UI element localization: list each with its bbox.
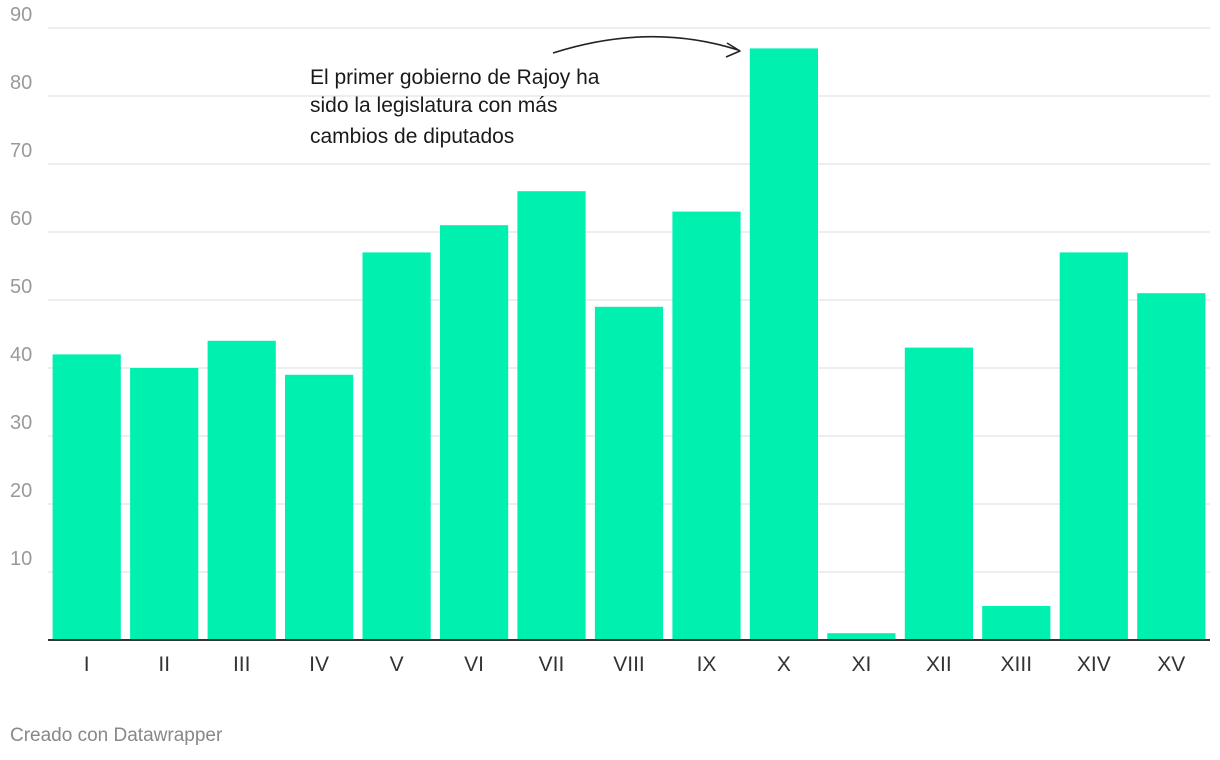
annotation-line-3: cambios de diputados [310,125,514,148]
bar-ix [672,211,741,640]
x-tick-label: XII [926,653,952,676]
bar-i [52,354,121,640]
x-tick-label: I [84,653,90,676]
y-tick-label: 20 [10,480,32,502]
bars [52,48,1206,640]
y-tick-label: 70 [10,140,32,162]
y-tick-label: 60 [10,208,32,230]
bar-xiii [982,606,1051,640]
bar-viii [594,306,664,640]
y-tick-label: 10 [10,548,32,570]
x-tick-label: III [233,653,251,676]
x-tick-label: X [777,653,791,676]
x-tick-label: VI [464,653,484,676]
x-tick-label: XV [1157,653,1185,676]
bar-xii [904,347,973,640]
bar-v [362,252,431,640]
x-tick-label: VII [539,653,565,676]
y-tick-label: 40 [10,344,32,366]
y-tick-label: 80 [10,72,32,94]
y-axis: 10 20 30 40 50 60 70 80 90 [10,4,32,570]
bar-vii [517,191,586,640]
bar-iii [207,340,276,640]
x-tick-label: VIII [613,653,645,676]
y-tick-label: 30 [10,412,32,434]
x-tick-label: IV [309,653,329,676]
annotation-line-2: sido la legislatura con más [310,94,557,117]
annotation-line-1: El primer gobierno de Rajoy ha [310,66,600,89]
x-tick-label: II [158,653,170,676]
bar-vi [440,225,509,640]
x-tick-label: IX [697,653,717,676]
bar-x [749,48,818,640]
annotation-arrowhead [725,42,741,58]
annotation-arrow [552,35,739,54]
bar-xiv [1059,252,1128,640]
bar-xi [827,633,896,640]
x-tick-label: XI [851,653,871,676]
x-tick-label: XIV [1077,653,1111,676]
bar-iv [285,374,354,640]
annotation: El primer gobierno de Rajoy ha sido la l… [310,35,741,148]
bar-xv [1137,293,1206,640]
x-axis: I II III IV V VI VII VIII IX X XI XII XIII XIV XV [84,653,1186,676]
bar-ii [130,368,199,640]
x-tick-label: V [390,653,404,676]
y-tick-label: 50 [10,276,32,298]
y-tick-label: 90 [10,4,32,26]
x-tick-label: XIII [1001,653,1033,676]
footer-credit: Creado con Datawrapper [10,725,223,746]
